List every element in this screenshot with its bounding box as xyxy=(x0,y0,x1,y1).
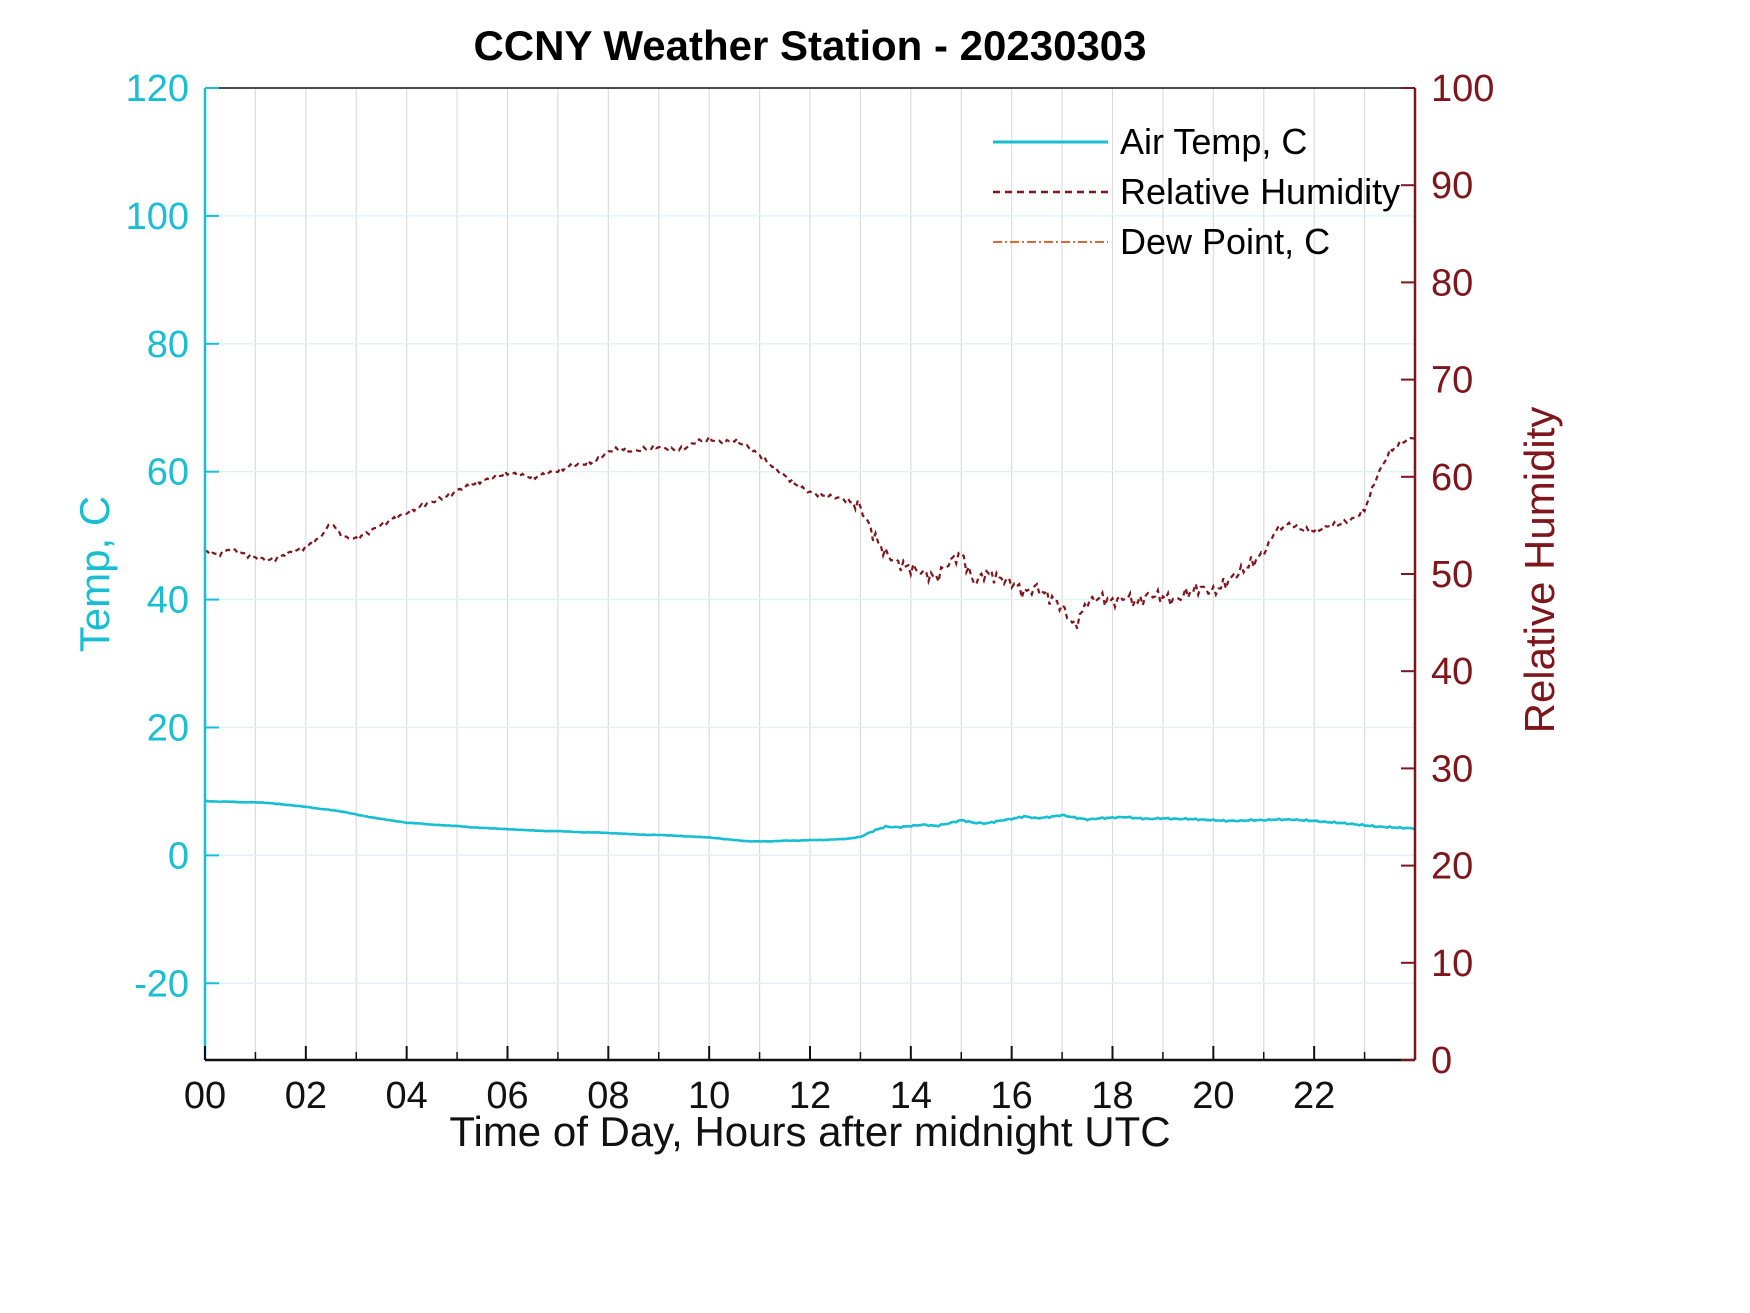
right-y-tick-label: 90 xyxy=(1431,165,1473,207)
x-tick-label: 08 xyxy=(587,1075,629,1117)
x-axis-label: Time of Day, Hours after midnight UTC xyxy=(449,1108,1171,1155)
legend: Air Temp, C Relative Humidity Dew Point,… xyxy=(993,121,1401,262)
left-y-tick-label: 40 xyxy=(147,580,189,622)
x-tick-label: 00 xyxy=(184,1075,226,1117)
right-y-tick-label: 40 xyxy=(1431,651,1473,693)
tick-marks xyxy=(204,87,1415,1061)
x-tick-label: 02 xyxy=(285,1075,327,1117)
left-y-tick-label: 20 xyxy=(147,707,189,749)
legend-item-relative-humidity: Relative Humidity xyxy=(993,171,1401,212)
data-series xyxy=(205,434,1415,843)
series-line-relative-humidity xyxy=(205,434,1415,629)
tick-labels: 00 02 04 06 08 10 12 14 16 18 20 22-200204060801001… xyxy=(126,68,1495,1117)
right-y-tick-label: 20 xyxy=(1431,846,1473,888)
x-tick-label: 10 xyxy=(688,1075,730,1117)
legend-item-dew-point: Dew Point, C xyxy=(993,221,1400,262)
x-tick-label: 12 xyxy=(789,1075,831,1117)
right-y-tick-label: 80 xyxy=(1431,262,1473,304)
legend-label-air-temp: Air Temp, C xyxy=(1120,121,1308,162)
series-line-air-temp-c xyxy=(205,799,1415,843)
right-y-tick-label: 0 xyxy=(1431,1040,1452,1082)
right-y-tick-label: 60 xyxy=(1431,457,1473,499)
right-y-tick-label: 100 xyxy=(1431,68,1494,110)
legend-label-dew-point: Dew Point, C xyxy=(1120,221,1331,262)
air-temp-line-sample-icon xyxy=(993,140,1108,144)
right-y-tick-label: 10 xyxy=(1431,943,1473,985)
legend-item-air-temp: Air Temp, C xyxy=(993,121,1400,162)
x-tick-label: 04 xyxy=(386,1075,428,1117)
left-y-tick-label: 120 xyxy=(126,68,189,110)
x-tick-label: 06 xyxy=(486,1075,528,1117)
left-y-tick-label: -20 xyxy=(134,963,189,1005)
legend-label-relative-humidity: Relative Humidity xyxy=(1120,171,1401,212)
left-y-tick-label: 80 xyxy=(147,324,189,366)
x-tick-label: 14 xyxy=(890,1075,932,1117)
x-tick-label: 18 xyxy=(1091,1075,1133,1117)
humidity-line-sample-icon xyxy=(993,190,1108,194)
left-y-tick-label: 0 xyxy=(168,835,189,877)
x-tick-label: 20 xyxy=(1192,1075,1234,1117)
x-tick-label: 22 xyxy=(1293,1075,1335,1117)
chart-title: CCNY Weather Station - 20230303 xyxy=(473,22,1147,69)
left-y-tick-label: 100 xyxy=(126,196,189,238)
right-y-tick-label: 70 xyxy=(1431,360,1473,402)
right-y-tick-label: 30 xyxy=(1431,748,1473,790)
x-tick-label: 16 xyxy=(991,1075,1033,1117)
left-y-tick-label: 60 xyxy=(147,452,189,494)
left-y-axis-label: Temp, C xyxy=(71,495,118,653)
right-y-tick-label: 50 xyxy=(1431,554,1473,596)
dew-point-line-sample-icon xyxy=(993,241,1108,243)
right-y-axis-label: Relative Humidity xyxy=(1516,406,1563,734)
